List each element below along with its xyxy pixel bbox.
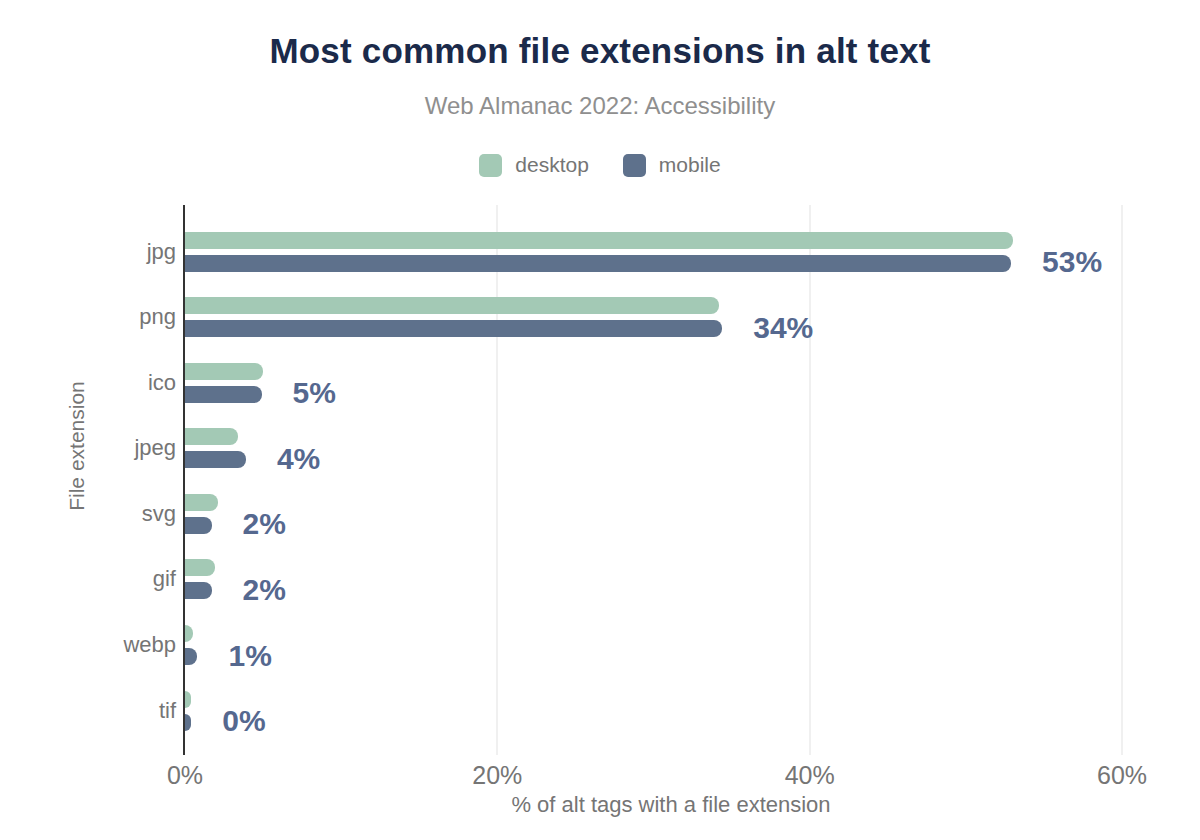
legend-item-mobile[interactable]: mobile xyxy=(623,153,721,177)
x-tick-label-20%: 20% xyxy=(472,761,522,790)
gridline-60% xyxy=(1121,205,1123,755)
value-label-jpg: 53% xyxy=(1042,245,1102,279)
category-label-png: png xyxy=(0,304,176,330)
legend-swatch-desktop xyxy=(479,154,502,177)
bar-mobile-svg[interactable] xyxy=(185,517,212,534)
x-axis-title: % of alt tags with a file extension xyxy=(511,792,830,818)
legend-item-desktop[interactable]: desktop xyxy=(479,153,589,177)
bar-desktop-webp[interactable] xyxy=(185,625,193,642)
value-label-jpeg: 4% xyxy=(277,442,320,476)
category-label-ico: ico xyxy=(0,370,176,396)
gridline-40% xyxy=(809,205,811,755)
legend-label-mobile: mobile xyxy=(659,153,721,177)
legend-label-desktop: desktop xyxy=(515,153,589,177)
bar-desktop-gif[interactable] xyxy=(185,559,215,576)
category-label-gif: gif xyxy=(0,566,176,592)
y-axis-line xyxy=(183,205,185,755)
bar-mobile-tif[interactable] xyxy=(185,714,191,731)
chart-title: Most common file extensions in alt text xyxy=(0,31,1200,71)
x-tick-label-60%: 60% xyxy=(1097,761,1147,790)
value-label-ico: 5% xyxy=(293,377,336,411)
bar-mobile-ico[interactable] xyxy=(185,386,262,403)
chart-subtitle: Web Almanac 2022: Accessibility xyxy=(0,92,1200,120)
value-label-tif: 0% xyxy=(222,704,265,738)
bar-desktop-tif[interactable] xyxy=(185,691,191,708)
x-tick-label-40%: 40% xyxy=(785,761,835,790)
bar-desktop-png[interactable] xyxy=(185,297,719,314)
gridline-20% xyxy=(496,205,498,755)
category-label-svg: svg xyxy=(0,501,176,527)
bar-mobile-jpg[interactable] xyxy=(185,255,1011,272)
bar-desktop-jpeg[interactable] xyxy=(185,428,238,445)
bar-desktop-ico[interactable] xyxy=(185,363,263,380)
legend-swatch-mobile xyxy=(623,154,646,177)
value-label-svg: 2% xyxy=(243,508,286,542)
category-label-tif: tif xyxy=(0,698,176,724)
legend: desktop mobile xyxy=(0,153,1200,177)
category-label-webp: webp xyxy=(0,632,176,658)
bar-mobile-jpeg[interactable] xyxy=(185,451,246,468)
value-label-webp: 1% xyxy=(228,639,271,673)
bar-desktop-jpg[interactable] xyxy=(185,232,1013,249)
bar-mobile-png[interactable] xyxy=(185,320,722,337)
x-tick-label-0%: 0% xyxy=(167,761,203,790)
value-label-png: 34% xyxy=(753,311,813,345)
bar-desktop-svg[interactable] xyxy=(185,494,218,511)
category-label-jpeg: jpeg xyxy=(0,435,176,461)
value-label-gif: 2% xyxy=(243,573,286,607)
bar-mobile-gif[interactable] xyxy=(185,582,212,599)
category-label-jpg: jpg xyxy=(0,239,176,265)
bar-mobile-webp[interactable] xyxy=(185,648,197,665)
chart-canvas: Most common file extensions in alt text … xyxy=(0,0,1200,840)
